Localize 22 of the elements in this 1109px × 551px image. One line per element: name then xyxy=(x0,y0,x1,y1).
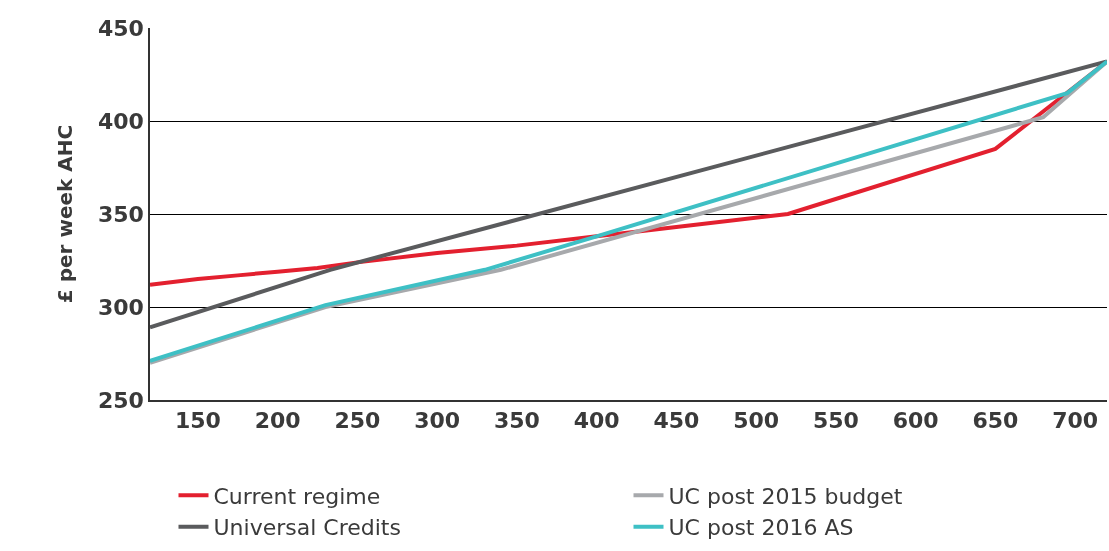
x-tick-label: 300 xyxy=(414,408,461,434)
legend-label: Current regime xyxy=(213,483,381,509)
x-tick-label: 250 xyxy=(334,408,381,434)
x-tick-label: 350 xyxy=(493,408,540,434)
legend-label: UC post 2016 AS xyxy=(668,515,854,541)
legend-label: Universal Credits xyxy=(213,515,401,541)
x-tick-label: 400 xyxy=(573,408,620,434)
x-tick-label: 450 xyxy=(653,408,700,434)
x-tick-label: 550 xyxy=(812,408,859,434)
y-tick-label: 300 xyxy=(97,294,144,320)
x-tick-label: 500 xyxy=(733,408,780,434)
y-tick-label: 350 xyxy=(97,201,144,227)
x-tick-label: 200 xyxy=(254,408,301,434)
y-tick-label: 450 xyxy=(97,15,144,41)
y-tick-label: 400 xyxy=(97,108,144,134)
x-tick-label: 150 xyxy=(174,408,221,434)
legend-label: UC post 2015 budget xyxy=(668,483,903,509)
y-tick-label: 250 xyxy=(97,387,144,413)
x-tick-label: 700 xyxy=(1052,408,1099,434)
x-tick-label: 600 xyxy=(892,408,939,434)
y-axis-title: £ per week AHC xyxy=(52,124,77,304)
x-tick-label: 650 xyxy=(972,408,1019,434)
